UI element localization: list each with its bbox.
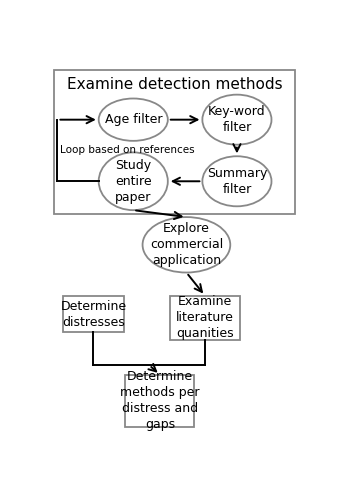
Ellipse shape: [202, 156, 271, 206]
Ellipse shape: [202, 94, 271, 144]
Text: Study
entire
paper: Study entire paper: [115, 159, 152, 204]
Text: Age filter: Age filter: [105, 113, 162, 126]
FancyBboxPatch shape: [63, 296, 124, 333]
Text: Determine
distresses: Determine distresses: [60, 300, 127, 328]
Text: Explore
commercial
application: Explore commercial application: [150, 222, 223, 268]
Text: Determine
methods per
distress and
gaps: Determine methods per distress and gaps: [120, 370, 200, 431]
Text: Examine
literature
quanities: Examine literature quanities: [176, 296, 234, 341]
FancyBboxPatch shape: [54, 70, 295, 214]
Ellipse shape: [99, 152, 168, 210]
Text: Examine detection methods: Examine detection methods: [67, 76, 282, 92]
Ellipse shape: [99, 98, 168, 141]
FancyBboxPatch shape: [170, 296, 239, 340]
Text: Summary
filter: Summary filter: [207, 167, 267, 196]
Text: Key-word
filter: Key-word filter: [208, 105, 266, 134]
Text: Loop based on references: Loop based on references: [60, 146, 194, 156]
Ellipse shape: [143, 217, 230, 272]
FancyBboxPatch shape: [125, 374, 194, 426]
